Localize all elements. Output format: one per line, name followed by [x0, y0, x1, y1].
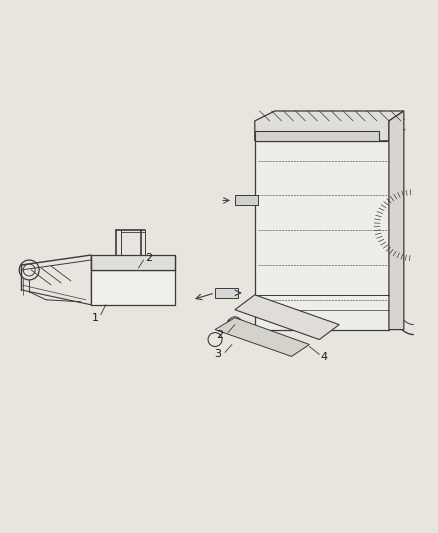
Circle shape — [336, 133, 342, 139]
Circle shape — [277, 133, 283, 139]
Circle shape — [318, 183, 361, 227]
Text: 2: 2 — [145, 253, 152, 263]
Polygon shape — [255, 131, 379, 141]
Circle shape — [158, 278, 163, 282]
Circle shape — [366, 133, 372, 139]
Text: 1: 1 — [92, 313, 99, 322]
Polygon shape — [255, 141, 389, 329]
Text: 3: 3 — [215, 350, 222, 359]
Polygon shape — [235, 196, 258, 205]
Polygon shape — [235, 295, 339, 340]
Circle shape — [229, 317, 241, 329]
Circle shape — [307, 133, 312, 139]
Polygon shape — [91, 270, 175, 305]
Polygon shape — [91, 255, 175, 270]
Text: 2: 2 — [216, 329, 223, 340]
Text: 4: 4 — [321, 352, 328, 362]
Polygon shape — [389, 111, 404, 329]
Polygon shape — [215, 288, 238, 298]
Circle shape — [309, 175, 369, 235]
Polygon shape — [215, 318, 309, 357]
Circle shape — [327, 193, 351, 217]
Circle shape — [158, 292, 163, 297]
Polygon shape — [255, 111, 404, 141]
